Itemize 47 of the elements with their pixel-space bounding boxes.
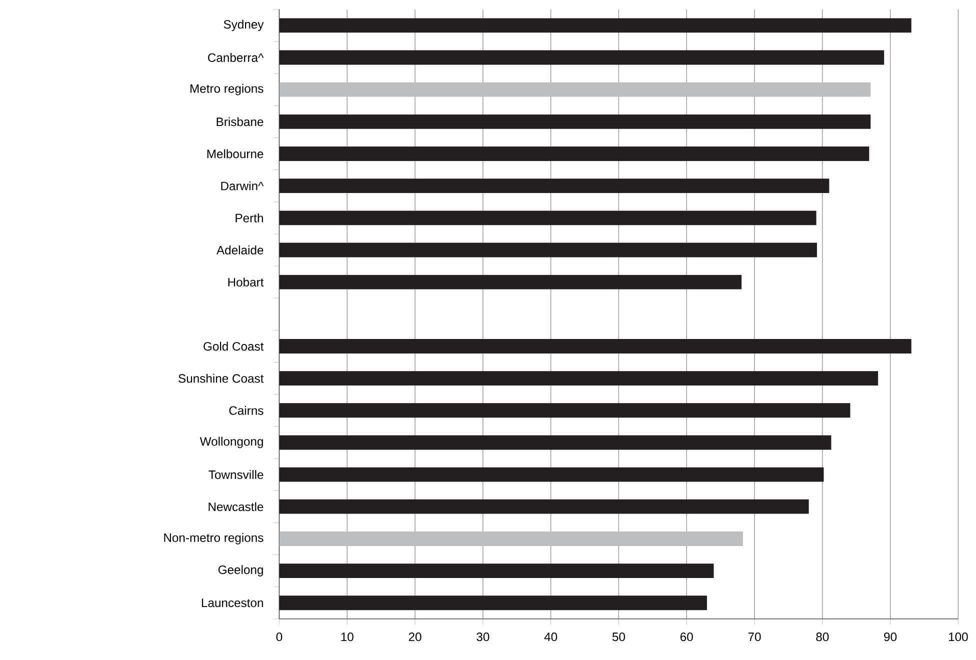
bar — [279, 596, 707, 610]
bar — [279, 564, 714, 578]
x-tick-label: 80 — [816, 632, 829, 642]
x-tick-label: 70 — [748, 632, 761, 642]
bar — [279, 50, 884, 65]
y-tick-label: Non-metro regions — [164, 532, 264, 544]
x-tick-label: 50 — [612, 632, 625, 642]
bar — [279, 435, 832, 450]
x-tick-label: 90 — [884, 632, 897, 642]
y-tick-label: Sunshine Coast — [178, 374, 264, 383]
bar — [279, 18, 912, 33]
y-tick-label: Newcastle — [208, 502, 264, 512]
x-tick-label: 60 — [680, 632, 693, 642]
y-tick-label: Adelaide — [216, 245, 264, 254]
y-tick-label: Geelong — [218, 565, 263, 576]
x-tick-label: 0 — [276, 632, 282, 642]
bar — [279, 467, 824, 482]
y-tick-label: Wollongong — [200, 436, 263, 448]
y-tick-label: Cairns — [229, 406, 264, 415]
y-tick-label: Brisbane — [216, 117, 264, 126]
y-tick-label: Launceston — [202, 598, 263, 608]
bar — [279, 210, 816, 226]
bar — [279, 82, 871, 97]
y-tick-label: Canberra^ — [208, 52, 264, 62]
bar — [279, 178, 830, 193]
bar — [279, 114, 871, 129]
y-tick-label: Metro regions — [190, 84, 264, 96]
x-tick-label: 100 — [948, 632, 968, 642]
y-tick-label: Melbourne — [207, 149, 264, 158]
y-tick-label: Perth — [236, 213, 263, 222]
bar — [279, 274, 742, 290]
bar — [279, 242, 817, 258]
bar — [279, 403, 850, 418]
bar — [279, 371, 878, 386]
y-tick-label: Darwin^ — [221, 181, 264, 190]
x-tick-label: 10 — [341, 632, 354, 642]
y-tick-label: Townsville — [208, 470, 264, 479]
bar — [279, 499, 809, 514]
x-tick-label: 40 — [544, 632, 558, 642]
x-tick-label: 30 — [476, 632, 490, 642]
y-tick-label: Gold Coast — [204, 342, 264, 351]
y-tick-label: Sydney — [224, 20, 264, 31]
bar — [279, 531, 743, 546]
y-tick-label: Hobart — [228, 278, 264, 286]
bar — [279, 146, 870, 161]
bar — [279, 338, 912, 354]
x-tick-label: 20 — [408, 632, 422, 642]
